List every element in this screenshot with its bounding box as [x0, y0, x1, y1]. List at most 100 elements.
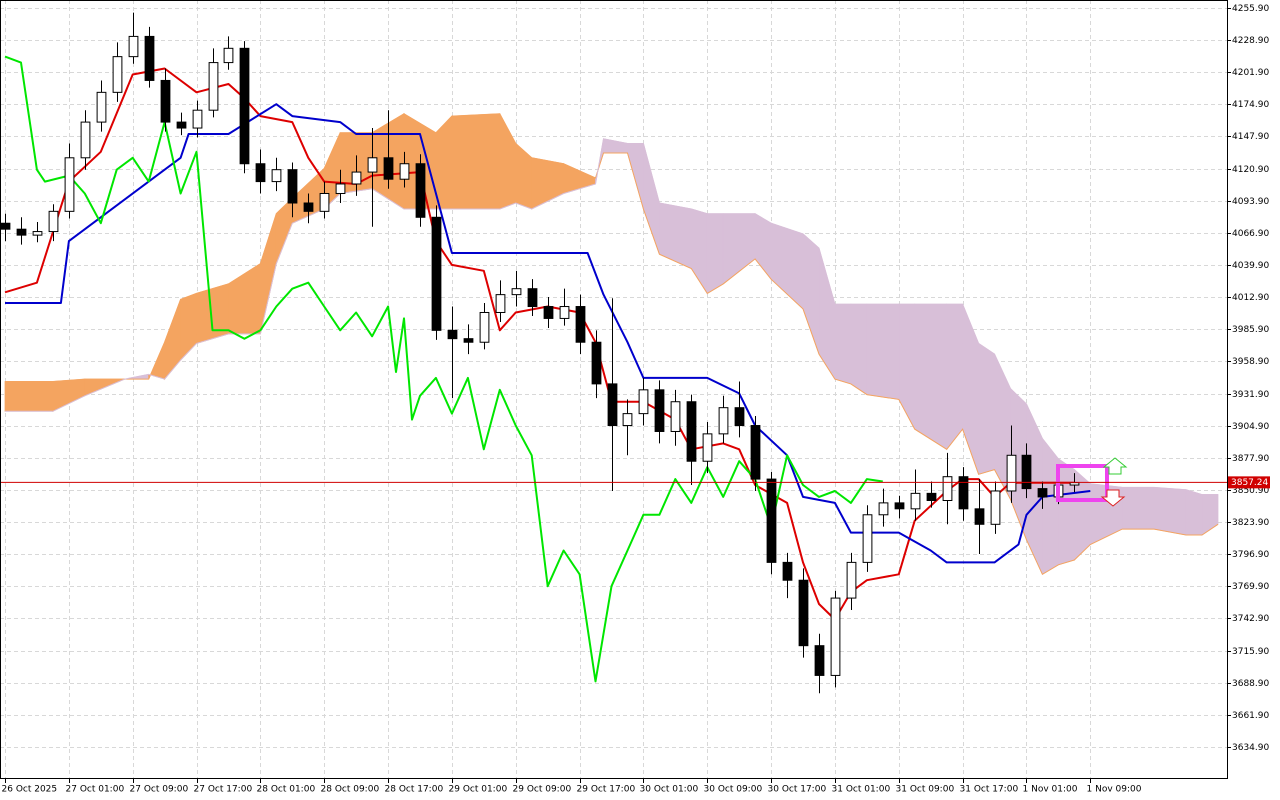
cloud-fill	[914, 303, 948, 451]
candle-body	[383, 157, 394, 180]
candle-body	[527, 288, 538, 308]
candle-body	[670, 401, 681, 432]
y-tick-label: 4120.90	[1232, 165, 1269, 175]
y-tick-label: 3931.90	[1232, 390, 1269, 400]
candle-body	[255, 163, 266, 183]
candle-body	[1069, 482, 1080, 486]
candle-body	[686, 401, 697, 462]
y-tick-label: 3769.90	[1232, 582, 1269, 592]
candle-body	[750, 425, 761, 480]
candle-body	[48, 210, 59, 233]
cloud-fill	[706, 213, 724, 295]
candle-body	[128, 35, 139, 58]
y-tick-label: 3742.90	[1232, 614, 1269, 624]
y-tick-label: 4147.90	[1232, 132, 1269, 142]
x-tick-label: 27 Oct 01:00	[66, 785, 125, 795]
cloud-fill	[850, 303, 868, 396]
x-tick-label: 30 Oct 09:00	[704, 785, 763, 795]
candle-body	[463, 338, 474, 343]
candle-body	[415, 163, 426, 218]
candle-body	[239, 47, 250, 165]
candle-body	[335, 183, 346, 194]
candle-body	[208, 62, 219, 111]
candle-body	[319, 192, 330, 212]
candle-body	[367, 157, 378, 173]
candle-body	[112, 56, 123, 93]
cloud-fill	[1153, 486, 1187, 536]
y-tick-label: 4093.90	[1232, 197, 1269, 207]
candle-body	[80, 121, 91, 159]
candle-body	[176, 121, 187, 129]
candle-body	[926, 492, 937, 501]
y-tick-label: 3634.90	[1232, 743, 1269, 753]
cloud-fill	[4, 381, 54, 412]
candle-body	[702, 433, 713, 462]
y-tick-label: 4201.90	[1232, 68, 1269, 78]
candle-body	[160, 79, 171, 123]
candle-body	[447, 329, 458, 340]
y-tick-label: 3985.90	[1232, 325, 1269, 335]
y-tick-label: 3796.90	[1232, 550, 1269, 560]
cloud-fill	[946, 303, 964, 451]
plot-frame	[0, 0, 1228, 779]
candle-body	[591, 341, 602, 385]
y-tick-label: 3877.90	[1232, 454, 1269, 464]
candle-body	[638, 389, 649, 415]
indicator-line	[5, 103, 1091, 564]
candle-body	[351, 171, 362, 185]
candle-body	[495, 294, 506, 313]
x-tick-label: 31 Oct 01:00	[832, 785, 891, 795]
candle-body	[575, 306, 586, 343]
candle-body	[303, 202, 314, 212]
candles-layer	[0, 12, 1080, 694]
candle-body	[718, 407, 729, 435]
up-arrow	[1102, 457, 1128, 475]
candle-body	[878, 502, 889, 516]
cloud-fill	[834, 303, 852, 385]
y-tick-label: 4012.90	[1232, 293, 1269, 303]
x-tick-label: 28 Oct 09:00	[321, 785, 380, 795]
candle-body	[399, 163, 410, 180]
cloud-fill	[451, 113, 501, 210]
down-arrow	[1100, 489, 1126, 507]
y-tick-label: 4039.90	[1232, 261, 1269, 271]
x-tick-label: 31 Oct 09:00	[896, 785, 955, 795]
candle-body	[814, 645, 825, 676]
cloud-fill	[1057, 458, 1075, 566]
current-price-box	[1228, 476, 1270, 489]
candle-body	[559, 306, 570, 319]
candle-body	[271, 169, 282, 183]
candle-body	[287, 169, 298, 204]
candle-body	[958, 476, 969, 510]
candle-body	[607, 383, 618, 427]
span-a-line	[5, 113, 1219, 576]
x-tick-label: 31 Oct 17:00	[960, 785, 1019, 795]
cloud-fill	[978, 342, 995, 475]
candle-body	[511, 288, 522, 296]
candle-body	[1006, 454, 1017, 492]
candle-body	[1021, 454, 1032, 490]
x-tick-label: 1 Nov 01:00	[1023, 785, 1078, 795]
candle-body	[144, 35, 155, 81]
y-tick-label: 3715.90	[1232, 647, 1269, 657]
overlay-layer	[0, 457, 1227, 507]
y-tick-label: 4174.90	[1232, 100, 1269, 110]
candle-body	[32, 231, 43, 236]
x-tick-label: 28 Oct 17:00	[385, 785, 444, 795]
y-tick-label: 3823.90	[1232, 518, 1269, 528]
candle-body	[16, 228, 27, 236]
y-tick-label: 3850.90	[1232, 486, 1269, 496]
candle-body	[798, 579, 809, 647]
x-tick-label: 30 Oct 17:00	[768, 785, 827, 795]
candle-body	[974, 508, 985, 525]
x-tick-label: 29 Oct 17:00	[577, 785, 636, 795]
candle-body	[990, 490, 1001, 525]
x-tick-label: 29 Oct 09:00	[513, 785, 572, 795]
candle-body	[782, 561, 793, 581]
candle-body	[192, 109, 203, 129]
x-tick-label: 26 Oct 2025	[2, 785, 58, 795]
x-tick-label: 27 Oct 17:00	[194, 785, 253, 795]
